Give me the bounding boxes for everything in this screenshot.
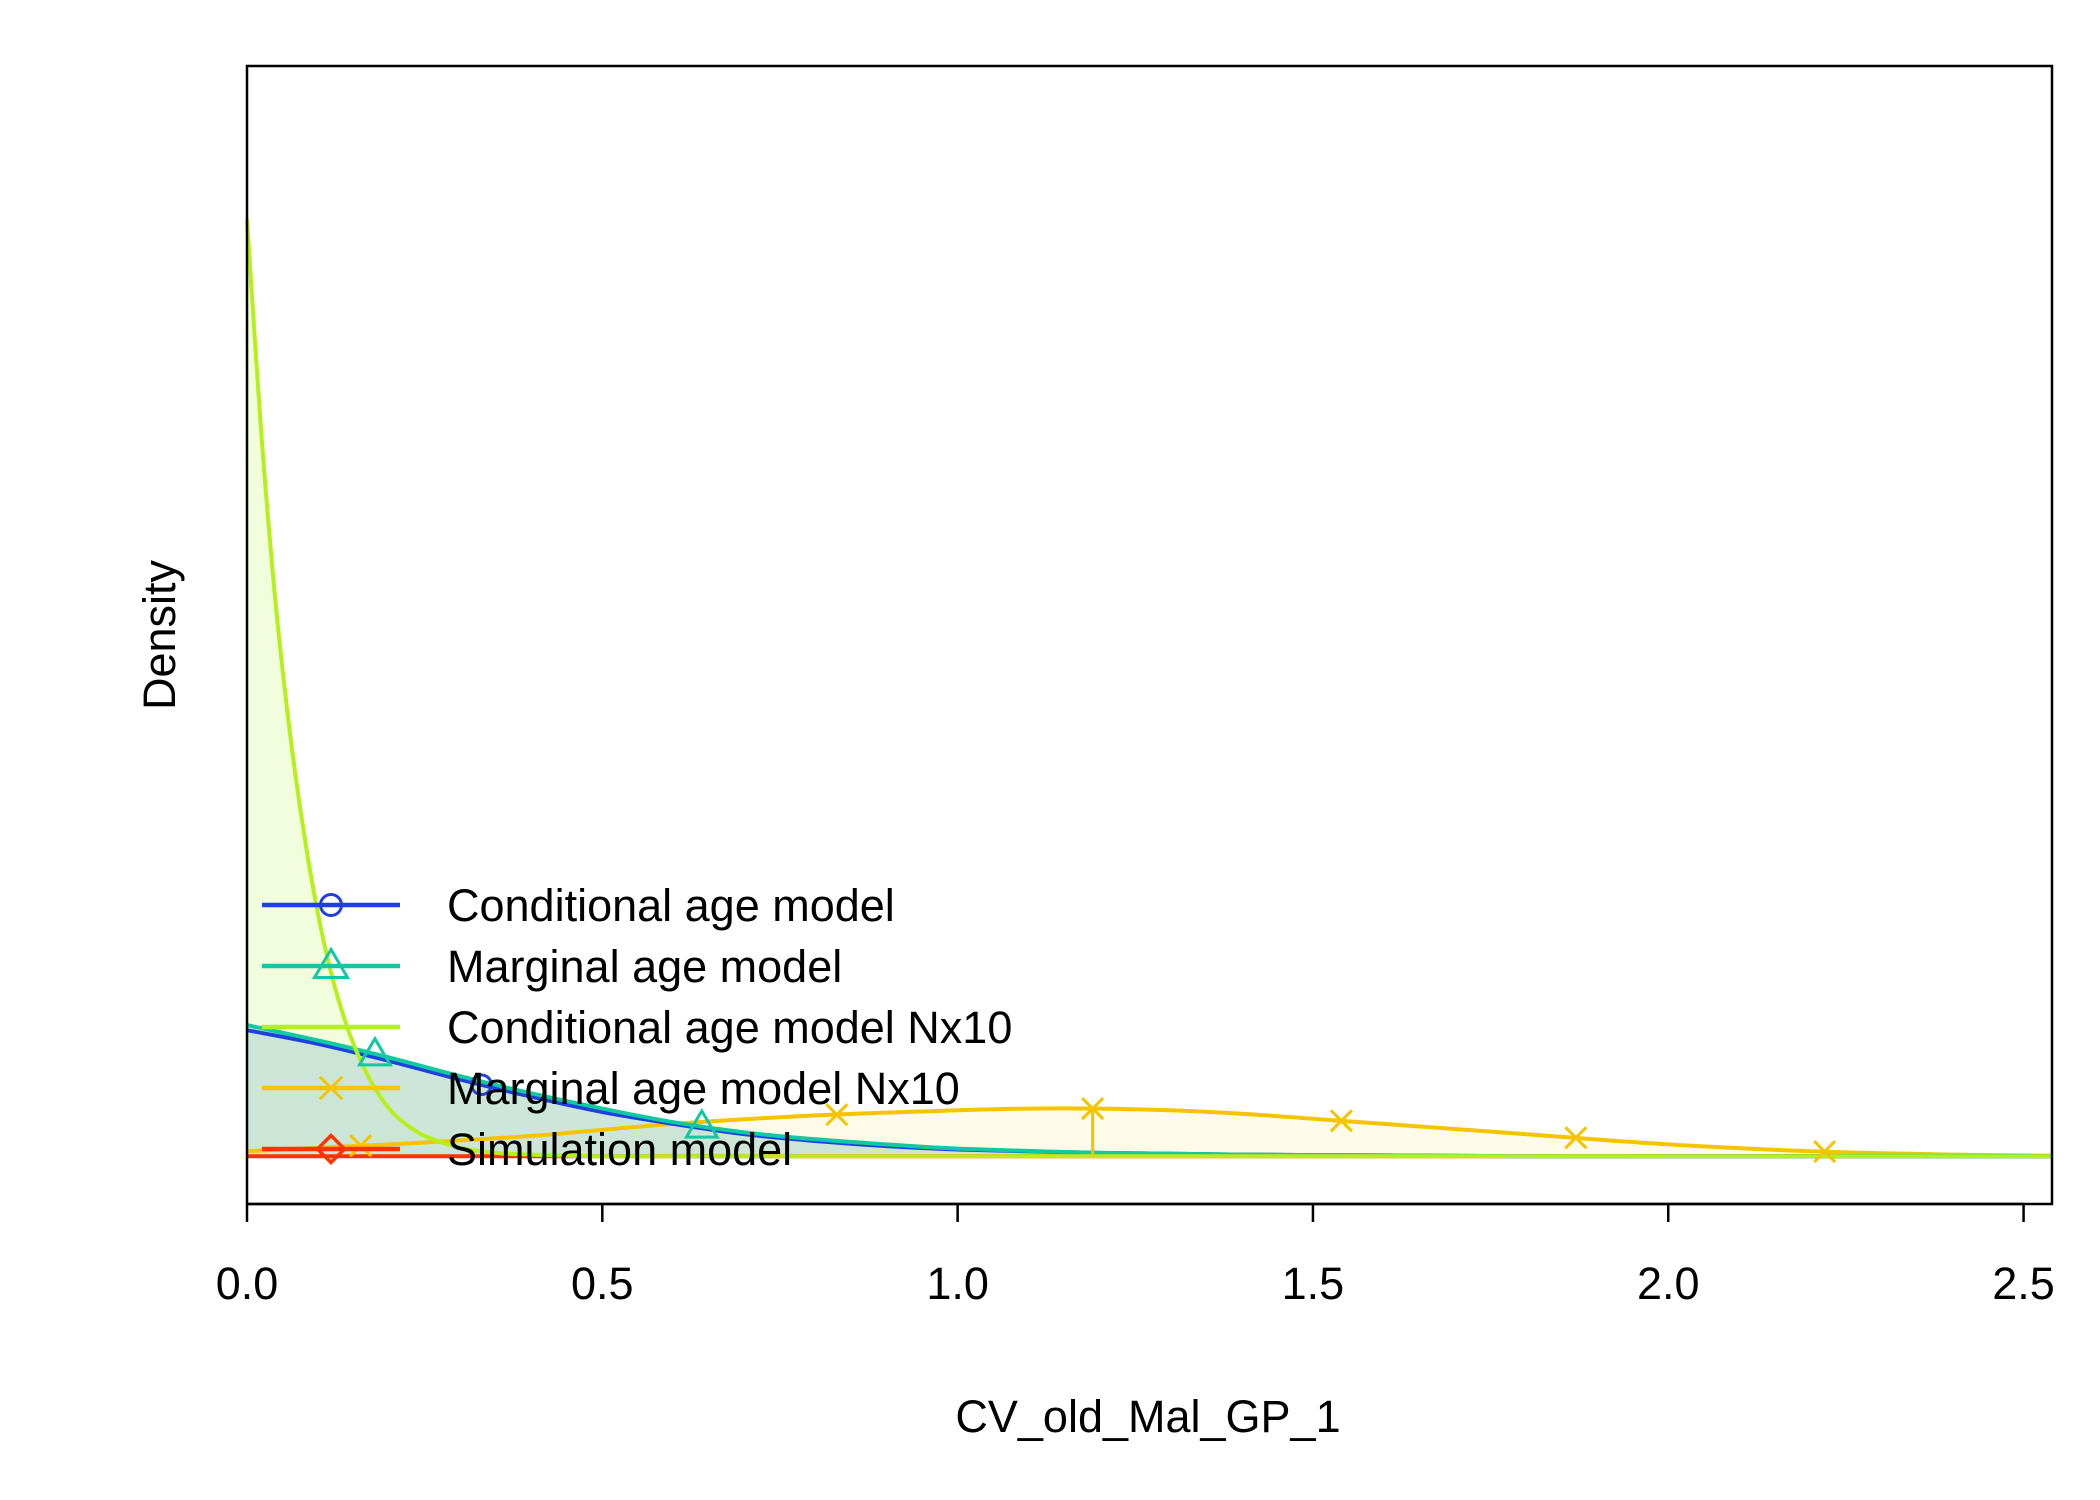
legend-label-simulation-model: Simulation model [447, 1124, 792, 1175]
x-tick-label-1: 0.5 [571, 1258, 634, 1309]
legend: Conditional age model Marginal age model C… [262, 880, 1012, 1175]
marker-marginal-age-model-nx10-4 [1564, 1126, 1588, 1150]
legend-marker-simulation-model [315, 1133, 347, 1165]
legend-label-marginal-age-model: Marginal age model [447, 941, 842, 992]
marker-marginal-age-model-1 [683, 1107, 720, 1139]
x-tick-label-4: 2.0 [1637, 1258, 1700, 1309]
legend-marker-marginal-age-model [311, 946, 351, 980]
x-tick-label-3: 1.5 [1282, 1258, 1345, 1309]
y-axis-label: Density [134, 559, 185, 710]
x-axis: 0.0 0.5 1.0 1.5 2.0 2.5 [216, 1202, 2055, 1309]
legend-marker-marginal-age-model-nx10 [318, 1075, 344, 1101]
x-axis-label: CV_old_Mal_GP_1 [955, 1391, 1340, 1442]
marker-marginal-age-model-nx10-5 [1813, 1139, 1837, 1164]
marker-marginal-age-model-nx10-0 [349, 1134, 373, 1158]
x-tick-label-0: 0.0 [216, 1258, 279, 1309]
line-marginal-age-model-nx10 [246, 1106, 2053, 1158]
marker-marginal-age-model-0 [356, 1035, 393, 1067]
legend-label-marginal-age-model-nx10: Marginal age model Nx10 [447, 1063, 960, 1114]
marker-marginal-age-model-nx10-1 [825, 1103, 849, 1127]
x-tick-label-5: 2.5 [1992, 1258, 2055, 1309]
legend-marker-conditional-age-model [319, 893, 343, 917]
line-conditional-age-model-nx10 [245, 219, 2052, 1159]
x-tick-label-2: 1.0 [926, 1258, 989, 1309]
marker-conditional-age-model-0 [470, 1073, 493, 1097]
density-markers [349, 1035, 1837, 1164]
marker-marginal-age-model-nx10-3 [1329, 1109, 1353, 1133]
density-lines [245, 219, 2053, 1159]
legend-label-conditional-age-model-nx10: Conditional age model Nx10 [447, 1002, 1012, 1053]
legend-label-conditional-age-model: Conditional age model [447, 880, 895, 931]
